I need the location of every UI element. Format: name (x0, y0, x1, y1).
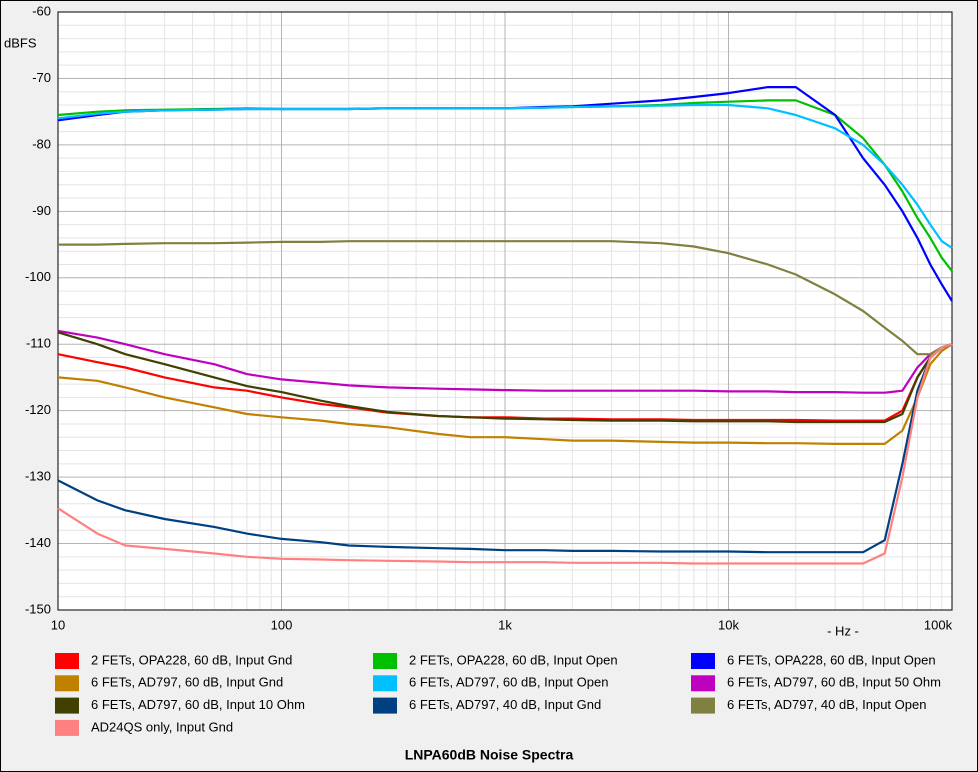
series-line (58, 240, 953, 356)
legend-swatch (55, 675, 79, 692)
series-line (57, 329, 953, 394)
legend-swatch (373, 697, 397, 714)
legend-swatch (691, 675, 715, 692)
y-tick-label: -150 (25, 601, 51, 616)
legend-label: 6 FETs, AD797, 60 dB, Input 50 Ohm (727, 675, 941, 690)
series-line (57, 103, 953, 249)
chart-title: LNPA60dB Noise Spectra (405, 747, 574, 763)
legend-label: 6 FETs, AD797, 60 dB, Input Open (409, 675, 608, 690)
legend-swatch (55, 653, 79, 669)
legend-label: 6 FETs, AD797, 40 dB, Input Open (727, 697, 926, 712)
x-tick-label: 10k (718, 617, 739, 632)
legend-swatch (691, 697, 715, 714)
legend-swatch (373, 675, 397, 692)
x-tick-label: 1k (498, 617, 512, 632)
series-line (57, 343, 953, 565)
y-tick-label: -130 (25, 469, 51, 484)
y-tick-label: -100 (25, 269, 51, 284)
legend-swatch (55, 719, 79, 736)
legend-label: 6 FETs, AD797, 60 dB, Input 10 Ohm (91, 697, 305, 712)
legend-swatch (55, 697, 79, 714)
legend-label: 6 FETs, AD797, 40 dB, Input Gnd (409, 697, 601, 712)
x-tick-label: 100 (271, 617, 293, 632)
y-tick-label: -60 (32, 3, 51, 18)
x-tick-label: 100k (924, 617, 953, 632)
x-axis-label: - Hz - (827, 623, 859, 638)
series-line (57, 343, 953, 445)
series-line (57, 343, 953, 554)
legend-label: 6 FETs, OPA228, 60 dB, Input Open (727, 652, 936, 667)
y-tick-label: -90 (32, 203, 51, 218)
series-line (57, 331, 953, 424)
legend-label: 2 FETs, OPA228, 60 dB, Input Gnd (91, 652, 292, 667)
y-axis-label: dBFS (4, 35, 37, 50)
y-tick-label: -70 (32, 70, 51, 85)
legend-swatch (691, 653, 715, 669)
legend-label: 6 FETs, AD797, 60 dB, Input Gnd (91, 675, 283, 690)
y-tick-label: -140 (25, 535, 51, 550)
y-tick-label: -80 (32, 136, 51, 151)
legend-label: AD24QS only, Input Gnd (91, 719, 233, 734)
legend-label: 2 FETs, OPA228, 60 dB, Input Open (409, 652, 618, 667)
y-tick-label: -120 (25, 402, 51, 417)
series-line (57, 343, 953, 422)
x-tick-label: 10 (51, 617, 65, 632)
y-tick-label: -110 (26, 336, 51, 351)
legend-swatch (373, 653, 397, 669)
plot-border (57, 11, 953, 611)
